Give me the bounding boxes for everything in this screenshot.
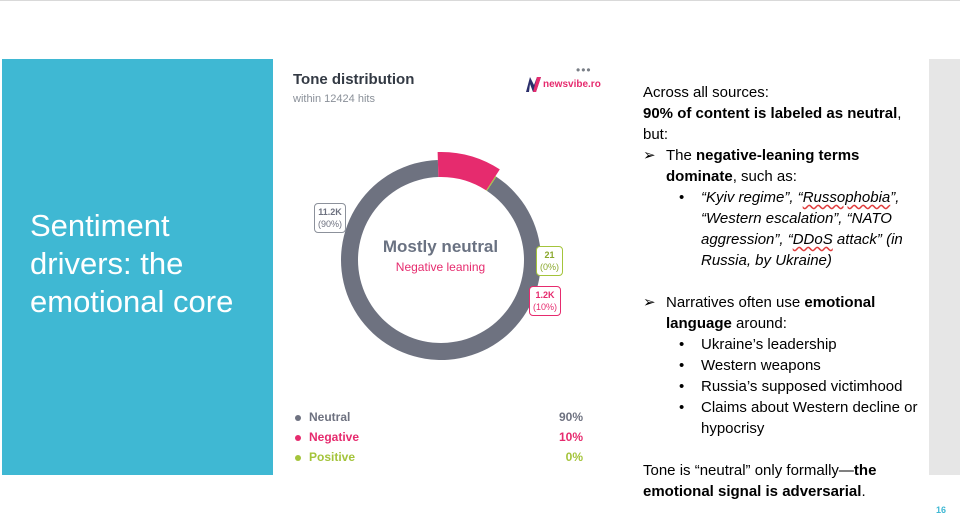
- callout-negative-value: 1.2K: [535, 290, 555, 300]
- legend-dot-negative: [295, 435, 301, 441]
- slide-title-line: emotional core: [30, 284, 234, 319]
- spacer: [643, 271, 928, 292]
- point1-text-end: , such as:: [732, 168, 797, 185]
- point1-text: The: [666, 147, 697, 164]
- legend-percent: 90%: [558, 410, 583, 424]
- bullet-icon: •: [679, 336, 685, 353]
- bullet-icon: •: [679, 357, 685, 374]
- list-item: • Ukraine’s leadership: [643, 334, 928, 355]
- page-number: 16: [936, 505, 947, 515]
- slide-top-border: [0, 0, 960, 1]
- arrow-bullet-icon: ➢: [643, 294, 656, 311]
- chart-legend: Neutral 90% Negative 10% Positive 0%: [293, 410, 583, 470]
- list-item: • Claims about Western decline or hypocri…: [643, 397, 928, 439]
- point2-text: Narratives often use: [666, 294, 805, 311]
- n-logo-icon: [526, 77, 541, 92]
- bullet-icon: •: [679, 399, 685, 416]
- legend-percent: 10%: [558, 430, 583, 444]
- bullet-icon: •: [679, 378, 685, 395]
- callout-negative-percent: (10%): [533, 302, 558, 312]
- arrow-bullet-icon: ➢: [643, 147, 656, 164]
- intro-bold: 90% of content is labeled as neutral: [643, 105, 898, 122]
- right-decor-strip: [929, 59, 960, 475]
- card-subtitle: within 12424 hits: [293, 93, 375, 105]
- conclusion-bold: the emotional signal is adversarial: [643, 462, 877, 500]
- more-dots-icon[interactable]: •••: [576, 63, 592, 77]
- callout-neutral: 11.2K (90%): [314, 203, 347, 233]
- narrative-list: • Ukraine’s leadership • Western weapons •…: [643, 334, 928, 439]
- legend-percent: 0%: [565, 450, 583, 464]
- tone-distribution-card: Tone distribution within 12424 hits ••• …: [273, 59, 601, 475]
- legend-item-negative[interactable]: Negative 10%: [293, 430, 583, 450]
- intro-but: but:: [643, 126, 669, 143]
- callout-neutral-percent: (90%): [318, 219, 343, 229]
- terms-list: • “Kyiv regime”, “Russophobia”, “Western …: [643, 187, 928, 271]
- callout-neutral-value: 11.2K: [318, 207, 342, 217]
- list-item: • “Kyiv regime”, “Russophobia”, “Western …: [643, 187, 928, 271]
- logo-text: newsvibe.ro: [543, 79, 601, 90]
- list-item-text: Russia’s supposed victimhood: [701, 378, 903, 395]
- term-text: ”, “Western escalation”, “NATO aggressio…: [701, 189, 900, 248]
- list-item: • Western weapons: [643, 355, 928, 376]
- point2-text-end: around:: [731, 315, 787, 332]
- conclusion-end: .: [861, 483, 866, 500]
- legend-label: Negative: [309, 430, 360, 444]
- intro-line: Across all sources:: [643, 84, 769, 101]
- donut-center-label: Mostly neutral: [382, 237, 499, 256]
- callout-negative: 1.2K (10%): [529, 286, 562, 316]
- intro-statement: 90% of content is labeled as neutral,: [643, 103, 928, 124]
- callout-positive-percent: (0%): [540, 262, 560, 272]
- legend-item-neutral[interactable]: Neutral 90%: [293, 410, 583, 430]
- point2-bold: emotional language: [666, 294, 876, 332]
- term-text: attack” (in Russia, by Ukraine): [701, 231, 903, 269]
- newsvibe-logo: newsvibe.ro: [525, 76, 601, 93]
- donut-slice-positive[interactable]: [486, 176, 497, 191]
- spacer: [643, 439, 928, 460]
- legend-item-positive[interactable]: Positive 0%: [293, 450, 583, 470]
- summary-text: Across all sources: 90% of content is la…: [643, 82, 928, 502]
- point1-bold: negative-leaning terms dominate: [666, 147, 860, 185]
- intro-comma: ,: [897, 105, 902, 122]
- legend-dot-positive: [295, 455, 301, 461]
- donut-slice-negative[interactable]: [437, 152, 500, 191]
- point-negative-terms: ➢ The negative-leaning terms dominate, s…: [643, 145, 928, 187]
- term-text: “Kyiv regime”, “: [701, 189, 803, 206]
- list-item-text: Western weapons: [701, 357, 821, 374]
- card-title: Tone distribution: [293, 71, 415, 88]
- list-item-text: Ukraine’s leadership: [701, 336, 837, 353]
- legend-label: Neutral: [309, 410, 351, 424]
- title-panel: [2, 59, 273, 475]
- conclusion: Tone is “neutral” only formally—the emot…: [643, 460, 928, 502]
- list-item: • Russia’s supposed victimhood: [643, 376, 928, 397]
- legend-label: Positive: [309, 450, 356, 464]
- tone-donut-chart: [341, 152, 541, 360]
- term-text: Russophobia: [802, 189, 891, 206]
- list-item-text: Claims about Western decline or hypocris…: [701, 399, 918, 437]
- donut-center-sublabel: Negative leaning: [395, 260, 486, 274]
- point-emotional-language: ➢ Narratives often use emotional languag…: [643, 292, 928, 334]
- slide-title-line: drivers: the: [30, 246, 184, 281]
- slide-title: Sentiment drivers: the emotional core: [30, 207, 270, 321]
- bullet-icon: •: [679, 189, 685, 206]
- terms-quote: “Kyiv regime”, “Russophobia”, “Western e…: [701, 189, 903, 269]
- term-text: DDoS: [792, 231, 833, 248]
- conclusion-text: Tone is “neutral” only formally—: [643, 462, 854, 479]
- callout-positive-value: 21: [544, 250, 555, 260]
- callout-positive: 21 (0%): [536, 246, 564, 276]
- slide-title-line: Sentiment: [30, 208, 170, 243]
- legend-dot-neutral: [295, 415, 301, 421]
